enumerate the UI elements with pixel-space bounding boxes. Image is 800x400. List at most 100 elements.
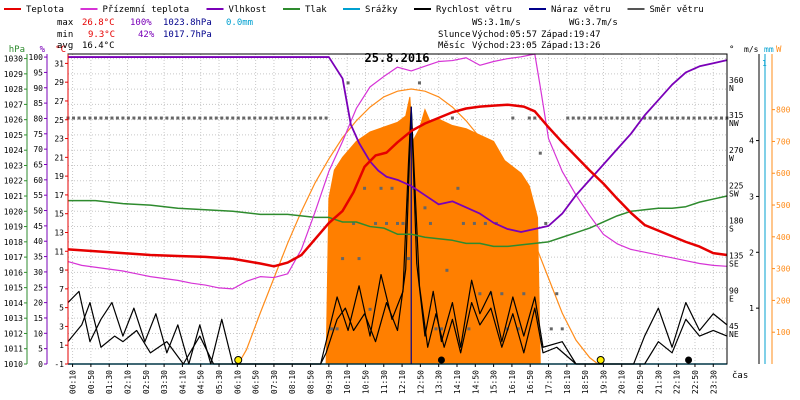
tick-label-humidity: 35 — [33, 253, 43, 262]
stat-sun-label: Slunce — [438, 30, 471, 40]
tick-label-temperature: 13 — [54, 228, 64, 237]
tick-label-pressure: 1010 — [4, 360, 23, 369]
wind-direction-point — [401, 221, 405, 225]
wind-direction-point — [648, 116, 652, 120]
wind-direction-point — [352, 221, 356, 225]
wind-direction-point — [461, 221, 465, 225]
sun-moon-markers — [234, 356, 693, 364]
tick-label-pressure: 1011 — [4, 345, 23, 354]
wind-direction-point — [533, 116, 537, 120]
wind-direction-point — [610, 116, 614, 120]
x-tick-label: 15:30 — [490, 370, 499, 394]
wind-direction-point — [165, 116, 169, 120]
wind-direction-point — [71, 116, 75, 120]
tick-label-rain: 1 — [762, 59, 767, 68]
x-tick-label: 22:10 — [673, 370, 682, 394]
tick-label-humidity: 20 — [33, 299, 43, 308]
tick-label-direction-deg: 135 — [729, 252, 744, 261]
tick-label-temperature: 19 — [54, 172, 64, 181]
tick-label-wind: 2 — [749, 248, 754, 257]
tick-label-temperature: 15 — [54, 210, 64, 219]
stat-avg-label: avg — [57, 41, 73, 51]
wind-direction-point — [472, 221, 476, 225]
wind-direction-point — [654, 116, 658, 120]
wind-direction-point — [467, 327, 471, 331]
wind-direction-point — [626, 116, 630, 120]
stat-max-rain: 0.0mm — [226, 18, 253, 28]
wind-direction-point — [456, 186, 460, 190]
stat-max-press: 1023.8hPa — [163, 18, 212, 28]
tick-label-humidity: 80 — [33, 114, 43, 123]
tick-label-direction-deg: 315 — [729, 111, 744, 120]
tick-label-temperature: 5 — [59, 304, 64, 313]
tick-label-temperature: 7 — [59, 285, 64, 294]
tick-label-pressure: 1027 — [4, 100, 23, 109]
wind-direction-point — [637, 116, 641, 120]
tick-label-direction-deg: 225 — [729, 181, 744, 190]
wind-direction-point — [357, 257, 361, 261]
sun-sunrise-marker — [234, 356, 243, 364]
tick-label-pressure: 1030 — [4, 55, 23, 64]
wind-direction-point — [379, 186, 383, 190]
x-tick-label: 10:10 — [343, 370, 352, 394]
tick-label-temperature: -1 — [54, 360, 64, 369]
wind-direction-point — [291, 116, 295, 120]
wind-direction-point — [264, 116, 268, 120]
wind-direction-point — [363, 186, 367, 190]
wind-direction-point — [538, 151, 542, 155]
wind-direction-point — [544, 221, 548, 225]
axis-unit-pressure: hPa — [9, 45, 25, 55]
wind-direction-point — [121, 116, 125, 120]
wind-direction-point — [390, 186, 394, 190]
wind-direction-point — [88, 116, 92, 120]
x-tick-label: 02:10 — [123, 370, 132, 394]
tick-label-pressure: 1028 — [4, 85, 23, 94]
wind-direction-point — [214, 116, 218, 120]
tick-label-direction-deg: 180 — [729, 216, 744, 225]
wind-direction-point — [665, 116, 669, 120]
tick-label-wind: 4 — [749, 137, 754, 146]
wind-direction-point — [286, 116, 290, 120]
tick-label-humidity: 40 — [33, 237, 43, 246]
wind-direction-point — [115, 116, 119, 120]
wind-direction-point — [341, 257, 345, 261]
tick-label-solar: 100 — [776, 328, 791, 337]
x-tick-label: 14:50 — [471, 370, 480, 394]
x-tick-label: 12:10 — [398, 370, 407, 394]
tick-label-direction-deg: 360 — [729, 76, 744, 85]
x-tick-label: 05:30 — [215, 370, 224, 394]
wind-direction-point — [99, 116, 103, 120]
wind-direction-point — [549, 327, 553, 331]
tick-label-humidity: 65 — [33, 160, 43, 169]
axis-unit-time: čas — [732, 370, 748, 381]
x-tick-label: 13:30 — [435, 370, 444, 394]
wind-direction-point — [478, 292, 482, 296]
x-tick-label: 06:50 — [252, 370, 261, 394]
tick-label-pressure: 1019 — [4, 223, 23, 232]
stat-min-label: min — [57, 30, 73, 40]
tick-label-pressure: 1021 — [4, 192, 23, 201]
stat-max-hum: 100% — [130, 18, 152, 28]
tick-label-humidity: 55 — [33, 191, 43, 200]
wind-direction-point — [582, 116, 586, 120]
series-layer — [66, 53, 729, 365]
wind-direction-point — [714, 116, 718, 120]
wind-direction-point — [275, 116, 279, 120]
tick-label-humidity: 90 — [33, 84, 43, 93]
wind-direction-point — [110, 116, 114, 120]
wind-direction-point — [599, 116, 603, 120]
wind-direction-point — [527, 116, 531, 120]
tick-label-solar: 500 — [776, 201, 791, 210]
wind-direction-point — [330, 327, 334, 331]
x-tick-label: 17:30 — [545, 370, 554, 394]
legend-label: Přízemní teplota — [103, 5, 190, 15]
series-pressure — [68, 195, 728, 248]
x-tick-label: 09:30 — [325, 370, 334, 394]
x-tick-label: 01:30 — [105, 370, 114, 394]
tick-label-pressure: 1029 — [4, 70, 23, 79]
wind-direction-point — [511, 116, 515, 120]
wind-direction-point — [346, 81, 350, 85]
wind-direction-point — [154, 116, 158, 120]
wind-direction-point — [132, 116, 136, 120]
